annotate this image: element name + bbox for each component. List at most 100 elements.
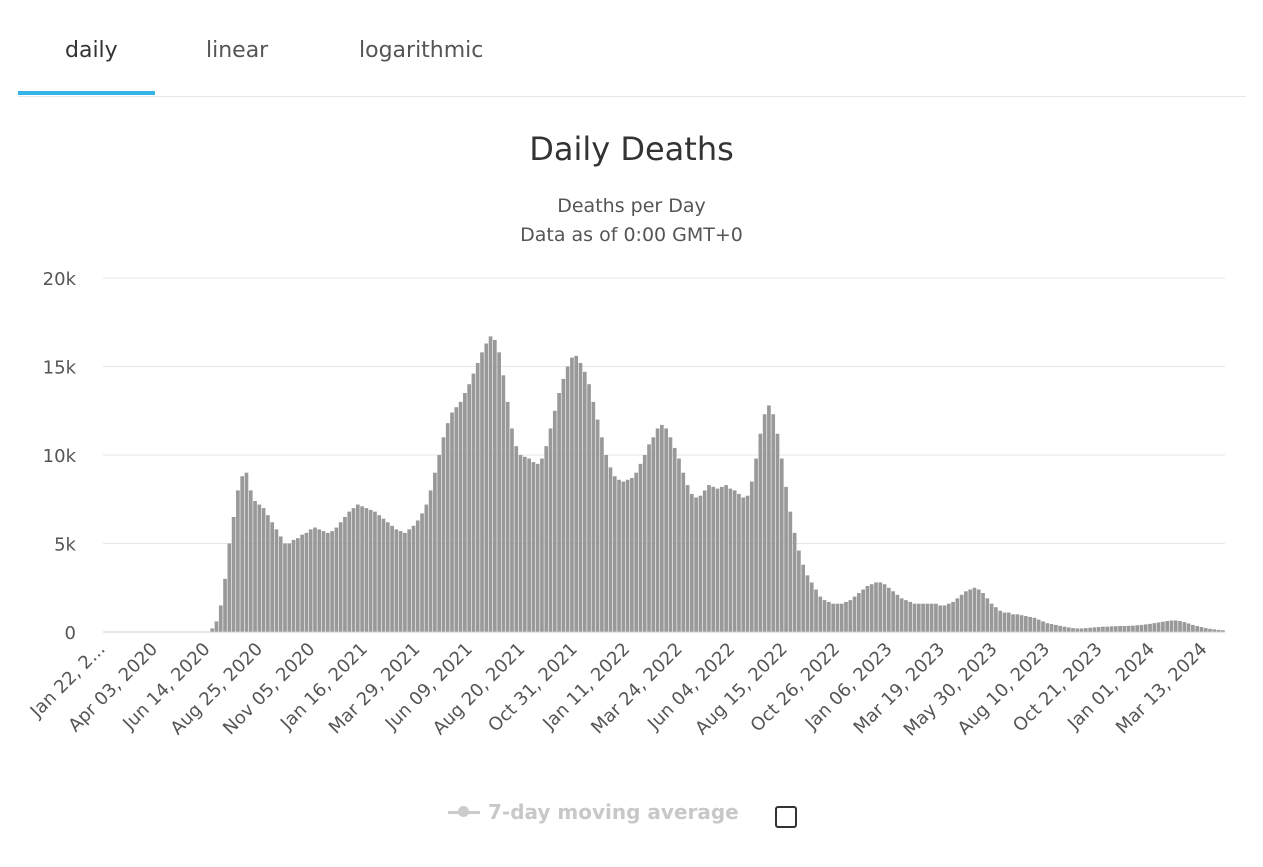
bar xyxy=(437,455,442,632)
bar xyxy=(355,504,360,632)
bar xyxy=(955,598,960,632)
bar xyxy=(655,428,660,632)
bar xyxy=(715,488,720,632)
bar xyxy=(857,593,861,632)
bar xyxy=(552,410,557,632)
bar xyxy=(1195,625,1200,632)
bar xyxy=(227,543,232,632)
bar xyxy=(248,490,253,632)
bar xyxy=(934,603,938,632)
bar xyxy=(1109,626,1114,632)
bar xyxy=(334,527,339,632)
bar xyxy=(338,522,343,632)
bar xyxy=(1066,627,1071,632)
bar xyxy=(1156,622,1161,632)
bar xyxy=(651,437,656,632)
legend-item-moving-average[interactable]: 7-day moving average xyxy=(448,800,739,824)
bar xyxy=(574,355,579,632)
x-tick-label: Aug 10, 2023 xyxy=(954,639,1054,739)
bar xyxy=(617,479,621,632)
x-tick-label: Mar 13, 2024 xyxy=(1112,639,1212,739)
bar xyxy=(1075,628,1080,632)
bar xyxy=(411,525,416,632)
bar xyxy=(1011,614,1015,632)
bar xyxy=(865,585,870,632)
bar xyxy=(959,594,964,632)
bar xyxy=(505,401,510,632)
bar xyxy=(1139,624,1144,632)
bar xyxy=(1036,619,1041,632)
bar xyxy=(946,603,951,632)
chart-subtitle-date: Data as of 0:00 GMT+0 xyxy=(520,224,743,246)
bar xyxy=(544,446,549,632)
moving-average-checkbox[interactable] xyxy=(775,806,797,828)
bar xyxy=(514,446,519,632)
bar xyxy=(972,587,977,632)
bar xyxy=(912,603,917,632)
bar xyxy=(694,497,698,632)
bar xyxy=(454,407,459,632)
bar xyxy=(403,532,407,632)
bar xyxy=(484,343,489,632)
bar xyxy=(587,384,591,632)
bar xyxy=(1083,628,1088,632)
bar xyxy=(685,485,690,632)
bar xyxy=(874,582,878,632)
bar xyxy=(1071,628,1075,632)
bar xyxy=(561,378,566,632)
bar xyxy=(287,543,292,632)
bar xyxy=(1186,623,1191,632)
bar xyxy=(981,593,985,632)
tab-daily[interactable]: daily xyxy=(65,38,118,63)
bar xyxy=(510,428,514,632)
bar xyxy=(758,433,763,632)
bar xyxy=(428,490,433,632)
bar xyxy=(638,463,643,632)
bar xyxy=(1054,624,1058,632)
bar xyxy=(664,428,668,632)
bar xyxy=(647,444,651,632)
bar xyxy=(398,531,403,632)
x-tick-label: Aug 15, 2022 xyxy=(691,639,791,739)
bar xyxy=(270,522,274,632)
bar xyxy=(497,352,501,632)
bar xyxy=(1143,624,1148,632)
bar xyxy=(1135,625,1140,632)
bar xyxy=(373,511,377,632)
bar xyxy=(1152,623,1157,632)
bar xyxy=(394,529,399,632)
active-tab-indicator xyxy=(18,91,155,95)
bar xyxy=(1079,628,1084,632)
bar xyxy=(1105,626,1110,632)
tab-logarithmic[interactable]: logarithmic xyxy=(359,38,484,63)
bar xyxy=(445,423,450,632)
bar xyxy=(1045,623,1050,632)
bar xyxy=(702,490,707,632)
bar xyxy=(809,582,814,632)
bar xyxy=(296,538,300,632)
bar xyxy=(480,352,484,632)
bar xyxy=(878,582,883,632)
bar xyxy=(698,495,703,632)
bar xyxy=(488,336,493,632)
legend-label: 7-day moving average xyxy=(488,800,739,824)
x-tick-label: Nov 05, 2020 xyxy=(219,639,319,739)
bar xyxy=(244,472,249,632)
bar xyxy=(390,525,394,632)
bar xyxy=(1148,623,1152,632)
x-tick-label: Aug 25, 2020 xyxy=(167,639,267,739)
bar xyxy=(797,550,801,632)
bar xyxy=(351,508,356,632)
bar xyxy=(861,589,865,632)
bar xyxy=(527,458,531,632)
tab-linear[interactable]: linear xyxy=(206,38,269,63)
bar xyxy=(1199,627,1204,632)
bar xyxy=(891,591,895,632)
chart-subtitle: Deaths per Day xyxy=(557,195,706,217)
bar xyxy=(660,424,664,632)
bar xyxy=(844,601,848,632)
x-tick-label: Mar 24, 2022 xyxy=(587,639,687,739)
chart-tabs: daily linear logarithmic xyxy=(18,0,1246,97)
bar xyxy=(749,481,754,632)
bar xyxy=(938,605,943,632)
